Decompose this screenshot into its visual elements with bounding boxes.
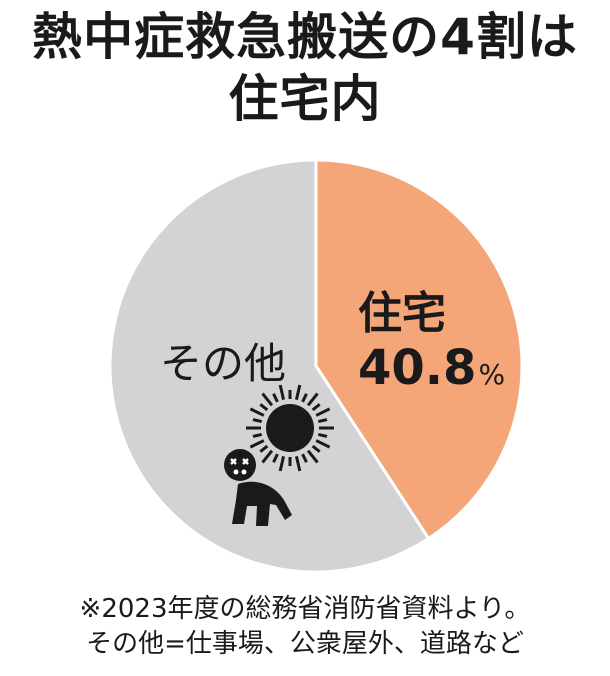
footnote-definition: その他=仕事場、公衆屋外、道路など	[86, 629, 524, 659]
sun-ray	[252, 432, 263, 438]
sun-ray	[252, 418, 263, 424]
sun-ray	[315, 407, 331, 417]
sun-ray	[311, 444, 321, 453]
sun-ray	[249, 439, 265, 449]
house-label: 住宅	[358, 288, 446, 339]
sun-ray	[311, 403, 321, 412]
house-unit: %	[478, 358, 506, 391]
sun-ray	[278, 384, 286, 401]
sun-ray	[259, 444, 269, 453]
sun-ray	[294, 455, 302, 472]
footnote-source: ※2023年度の総務省消防省資料より。	[79, 594, 531, 624]
sun-ray	[272, 393, 279, 403]
chart-title: 熱中症救急搬送の4割は 住宅内	[0, 6, 610, 130]
sun-ray	[306, 449, 319, 464]
sun-ray	[272, 453, 279, 463]
house-value: 40.8	[358, 340, 477, 396]
sun-ray	[315, 439, 331, 449]
sun-ray	[249, 407, 265, 417]
sun-ray	[278, 455, 286, 472]
sun-ray	[294, 384, 302, 401]
slice-label-house: 住宅 40.8%	[358, 288, 505, 396]
sun-ray	[306, 392, 319, 407]
title-line-2: 住宅内	[228, 70, 382, 128]
pie-slice-other	[108, 158, 431, 574]
heatstroke-icon	[224, 384, 334, 526]
sun-ray	[301, 393, 308, 403]
slice-label-other: その他	[160, 339, 287, 388]
sun-ray	[261, 449, 274, 464]
sun-ray	[259, 403, 269, 412]
sun-ray	[317, 418, 328, 424]
sun-ray	[261, 392, 274, 407]
sun-ray	[317, 432, 328, 438]
sun-ray	[301, 453, 308, 463]
person-icon	[224, 449, 292, 526]
sun-icon	[246, 384, 334, 472]
title-line-1: 熱中症救急搬送の4割は	[32, 8, 578, 66]
